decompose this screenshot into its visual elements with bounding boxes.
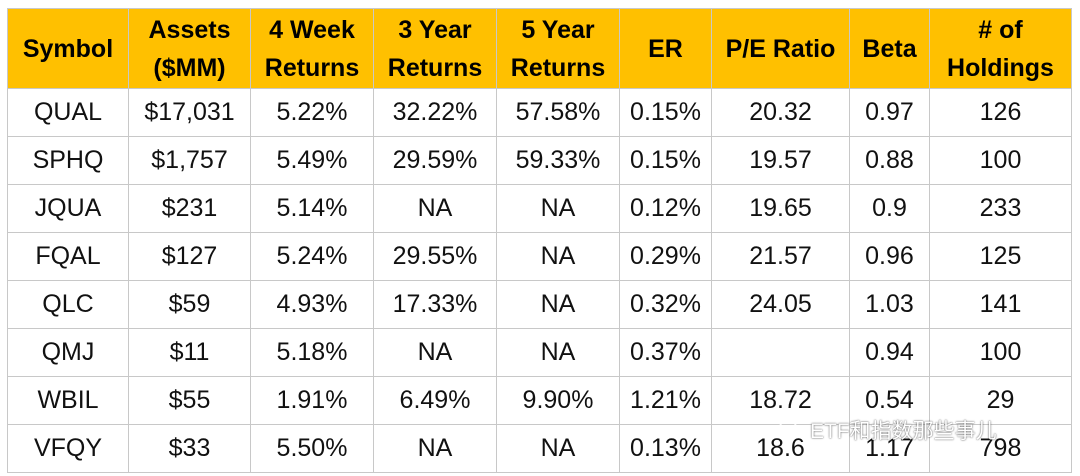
cell-4-week-returns: 5.18%	[250, 328, 374, 377]
cell-3-year-returns: 29.55%	[373, 232, 497, 281]
cell-symbol: JQUA	[7, 184, 129, 233]
cell-pe-ratio: 18.72	[711, 376, 850, 425]
cell-er: 1.21%	[619, 376, 712, 425]
cell-4-week-returns: 5.22%	[250, 88, 374, 137]
cell-holdings: 126	[929, 88, 1072, 137]
cell-pe-ratio: 19.65	[711, 184, 850, 233]
cell-er: 0.15%	[619, 88, 712, 137]
header-holdings: # of Holdings	[929, 8, 1072, 89]
header-assets: Assets ($MM)	[128, 8, 251, 89]
cell-pe-ratio: 24.05	[711, 280, 850, 329]
cell-er: 0.13%	[619, 424, 712, 473]
cell-5-year-returns: NA	[496, 328, 620, 377]
cell-3-year-returns: 17.33%	[373, 280, 497, 329]
cell-beta: 0.97	[849, 88, 930, 137]
header-er: ER	[619, 8, 712, 89]
cell-4-week-returns: 5.50%	[250, 424, 374, 473]
cell-symbol: QMJ	[7, 328, 129, 377]
cell-pe-ratio: 18.6	[711, 424, 850, 473]
cell-assets: $11	[128, 328, 251, 377]
cell-holdings: 798	[929, 424, 1072, 473]
cell-assets: $55	[128, 376, 251, 425]
cell-symbol: SPHQ	[7, 136, 129, 185]
cell-symbol: QUAL	[7, 88, 129, 137]
cell-symbol: QLC	[7, 280, 129, 329]
header-3-year-returns: 3 Year Returns	[373, 8, 497, 89]
cell-beta: 0.94	[849, 328, 930, 377]
cell-3-year-returns: 6.49%	[373, 376, 497, 425]
cell-holdings: 233	[929, 184, 1072, 233]
table-row: QLC $59 4.93% 17.33% NA 0.32% 24.05 1.03…	[7, 280, 1072, 329]
cell-pe-ratio: 20.32	[711, 88, 850, 137]
cell-assets: $231	[128, 184, 251, 233]
cell-er: 0.37%	[619, 328, 712, 377]
cell-5-year-returns: NA	[496, 280, 620, 329]
header-row: Symbol Assets ($MM) 4 Week Returns 3 Year R…	[7, 8, 1072, 89]
cell-symbol: WBIL	[7, 376, 129, 425]
cell-symbol: FQAL	[7, 232, 129, 281]
table-row: FQAL $127 5.24% 29.55% NA 0.29% 21.57 0.…	[7, 232, 1072, 281]
header-pe-ratio: P/E Ratio	[711, 8, 850, 89]
cell-3-year-returns: NA	[373, 424, 497, 473]
cell-3-year-returns: 32.22%	[373, 88, 497, 137]
cell-4-week-returns: 5.14%	[250, 184, 374, 233]
cell-assets: $59	[128, 280, 251, 329]
cell-symbol: VFQY	[7, 424, 129, 473]
cell-5-year-returns: 59.33%	[496, 136, 620, 185]
header-beta: Beta	[849, 8, 930, 89]
etf-comparison-table: Symbol Assets ($MM) 4 Week Returns 3 Year R…	[7, 8, 1072, 473]
cell-er: 0.15%	[619, 136, 712, 185]
cell-er: 0.12%	[619, 184, 712, 233]
cell-holdings: 100	[929, 136, 1072, 185]
cell-5-year-returns: NA	[496, 424, 620, 473]
header-4-week-returns: 4 Week Returns	[250, 8, 374, 89]
cell-5-year-returns: 57.58%	[496, 88, 620, 137]
cell-beta: 1.03	[849, 280, 930, 329]
cell-beta: 1.17	[849, 424, 930, 473]
table-row: VFQY $33 5.50% NA NA 0.13% 18.6 1.17 798	[7, 424, 1072, 473]
cell-beta: 0.9	[849, 184, 930, 233]
cell-holdings: 141	[929, 280, 1072, 329]
cell-5-year-returns: NA	[496, 184, 620, 233]
cell-4-week-returns: 5.49%	[250, 136, 374, 185]
table-row: SPHQ $1,757 5.49% 29.59% 59.33% 0.15% 19…	[7, 136, 1072, 185]
cell-beta: 0.96	[849, 232, 930, 281]
cell-5-year-returns: 9.90%	[496, 376, 620, 425]
header-5-year-returns: 5 Year Returns	[496, 8, 620, 89]
cell-assets: $17,031	[128, 88, 251, 137]
cell-3-year-returns: 29.59%	[373, 136, 497, 185]
cell-3-year-returns: NA	[373, 328, 497, 377]
cell-holdings: 125	[929, 232, 1072, 281]
cell-er: 0.32%	[619, 280, 712, 329]
table-row: QUAL $17,031 5.22% 32.22% 57.58% 0.15% 2…	[7, 88, 1072, 137]
cell-5-year-returns: NA	[496, 232, 620, 281]
cell-4-week-returns: 4.93%	[250, 280, 374, 329]
cell-pe-ratio: 21.57	[711, 232, 850, 281]
cell-beta: 0.88	[849, 136, 930, 185]
cell-beta: 0.54	[849, 376, 930, 425]
table-row: WBIL $55 1.91% 6.49% 9.90% 1.21% 18.72 0…	[7, 376, 1072, 425]
header-symbol: Symbol	[7, 8, 129, 89]
cell-holdings: 29	[929, 376, 1072, 425]
table-row: QMJ $11 5.18% NA NA 0.37% 0.94 100	[7, 328, 1072, 377]
cell-assets: $33	[128, 424, 251, 473]
cell-4-week-returns: 5.24%	[250, 232, 374, 281]
cell-assets: $1,757	[128, 136, 251, 185]
cell-pe-ratio: 19.57	[711, 136, 850, 185]
cell-pe-ratio	[711, 328, 850, 377]
table-row: JQUA $231 5.14% NA NA 0.12% 19.65 0.9 23…	[7, 184, 1072, 233]
cell-4-week-returns: 1.91%	[250, 376, 374, 425]
cell-er: 0.29%	[619, 232, 712, 281]
cell-holdings: 100	[929, 328, 1072, 377]
cell-3-year-returns: NA	[373, 184, 497, 233]
cell-assets: $127	[128, 232, 251, 281]
